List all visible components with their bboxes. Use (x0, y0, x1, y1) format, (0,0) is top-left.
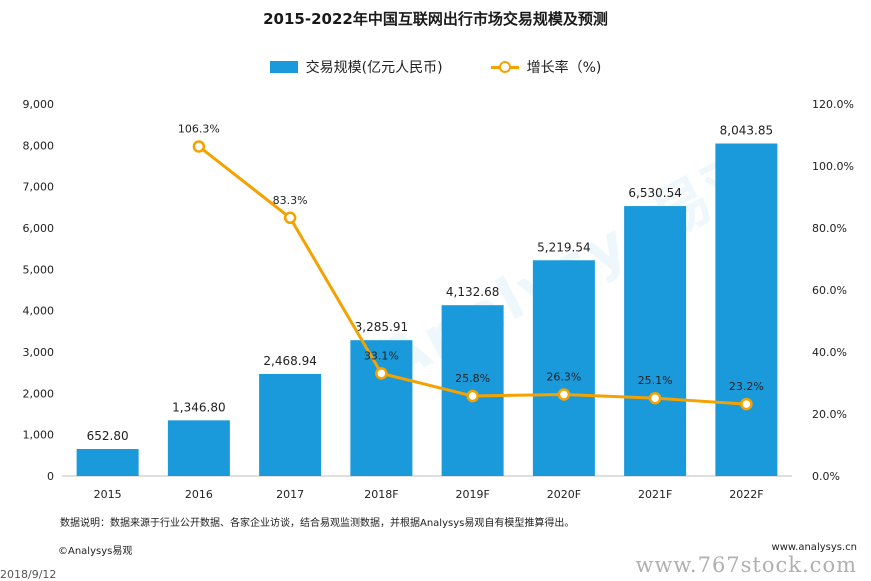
y-left-tick-label: 6,000 (23, 222, 55, 235)
x-tick-label: 2018F (364, 488, 398, 501)
site-url: www.analysys.cn (771, 542, 857, 553)
bar (532, 260, 595, 476)
bar-value-label: 4,132.68 (446, 285, 499, 299)
x-tick-label: 2017 (276, 488, 304, 501)
y-left-tick-label: 1,000 (23, 429, 55, 442)
legend-item-growth: 增长率（%) (490, 57, 602, 77)
y-left-tick-label: 3,000 (23, 346, 55, 359)
date-stamp: 2018/9/12 (0, 568, 57, 581)
x-tick-label: 2022F (729, 488, 763, 501)
y-right-tick-label: 80.0% (812, 222, 847, 235)
bar-value-label: 652.80 (87, 429, 129, 443)
bar-value-label: 6,530.54 (628, 186, 681, 200)
growth-value-label: 33.1% (364, 349, 399, 362)
legend-line-swatch (490, 61, 519, 73)
legend-bar-swatch (269, 61, 298, 73)
bar (624, 206, 687, 476)
y-left-tick-label: 0 (47, 470, 54, 483)
y-left-tick-label: 8,000 (23, 139, 55, 152)
y-right-tick-label: 0.0% (812, 470, 840, 483)
bar-value-label: 3,285.91 (355, 320, 408, 334)
chart-title: 2015-2022年中国互联网出行市场交易规模及预测 (263, 10, 608, 28)
copyright-text: ©Analysys易观 (58, 546, 133, 557)
combo-chart: 0 1,000 2,000 3,000 4,000 5,000 6,000 7,000 8,00… (23, 98, 854, 501)
chart-legend: 交易规模(亿元人民币) 增长率（%) (0, 56, 871, 78)
bar (350, 340, 413, 476)
y-left-tick-label: 7,000 (23, 181, 55, 194)
growth-value-label: 23.2% (729, 380, 764, 393)
growth-point (466, 389, 479, 403)
growth-value-label: 26.3% (546, 370, 581, 383)
stock-watermark: www.767stock.com (635, 553, 857, 577)
legend-label-growth: 增长率（%) (526, 60, 602, 76)
growth-point (375, 367, 388, 380)
growth-value-label: 25.8% (455, 372, 490, 385)
bar-value-label: 1,346.80 (172, 400, 225, 414)
x-tick-label: 2020F (547, 488, 581, 501)
bar-value-label: 2,468.94 (263, 354, 316, 368)
growth-value-label: 106.3% (178, 122, 220, 135)
legend-item-volume: 交易规模(亿元人民币) (269, 57, 443, 77)
bar-value-label: 5,219.54 (537, 240, 590, 254)
y-right-tick-label: 100.0% (812, 160, 854, 173)
growth-point (648, 391, 662, 405)
growth-value-label: 83.3% (273, 194, 308, 207)
growth-point (283, 211, 297, 225)
bar (76, 449, 139, 476)
y-left-tick-label: 5,000 (23, 263, 55, 276)
growth-point (557, 388, 571, 401)
bar (259, 373, 322, 476)
y-right-tick-label: 120.0% (812, 98, 854, 111)
bar-value-label: 8,043.85 (720, 124, 773, 138)
legend-label-volume: 交易规模(亿元人民币) (305, 60, 443, 76)
data-note: 数据说明：数据来源于行业公开数据、各家企业访谈，结合易观监测数据，并根据Anal… (60, 518, 575, 529)
growth-point (740, 397, 753, 411)
x-tick-label: 2019F (455, 488, 489, 501)
x-tick-label: 2021F (638, 488, 672, 501)
x-tick-label: 2015 (94, 488, 122, 501)
y-left-tick-label: 9,000 (23, 98, 55, 111)
bar (715, 143, 778, 476)
y-right-tick-label: 20.0% (812, 408, 847, 421)
y-right-tick-label: 60.0% (812, 284, 847, 297)
y-right-tick-label: 40.0% (812, 346, 847, 359)
y-left-tick-label: 4,000 (23, 305, 55, 318)
x-tick-label: 2016 (185, 488, 213, 501)
growth-point (192, 140, 206, 153)
bar (167, 420, 230, 476)
y-left-tick-label: 2,000 (23, 387, 55, 400)
growth-value-label: 25.1% (638, 374, 673, 387)
